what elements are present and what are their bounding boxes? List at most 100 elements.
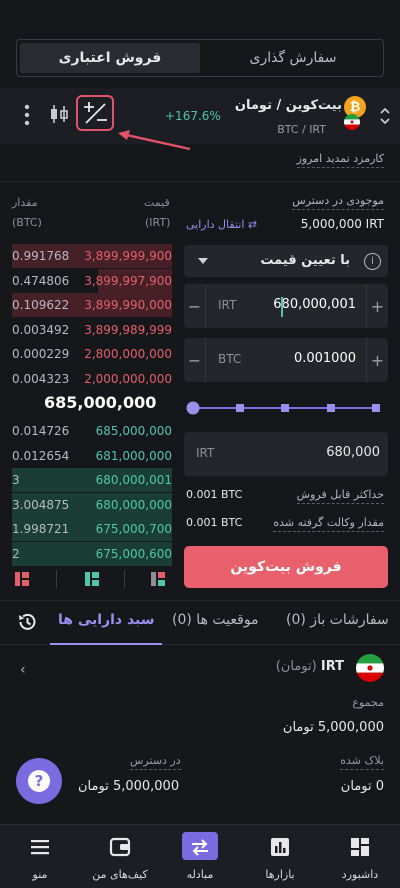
chevron-left-icon[interactable]: ‹ [20, 662, 26, 678]
market-name[interactable]: بیت‌کوین / تومان [234, 98, 342, 113]
bottom-tabs [0, 601, 400, 645]
orderbook-price-header: قیمت [144, 196, 170, 209]
transfer-asset-link[interactable]: ⇄ انتقال دارایی [186, 218, 257, 231]
sell-bitcoin-button[interactable]: فروش بیت‌کوین [184, 546, 388, 588]
orderbook-row[interactable]: 2 675,000,600 [12, 541, 172, 566]
orderbook-amount: 0.991768 [12, 249, 70, 263]
orderbook-row[interactable]: 0.000229 2,800,000,000 [12, 342, 172, 366]
nav-label: بازارها [265, 868, 295, 881]
price-stepper[interactable]: − IRT 680,000,001 + [184, 284, 388, 328]
depth-bar [12, 517, 172, 541]
price-increment-button[interactable]: + [366, 284, 388, 328]
asset-name: IRT (تومان) [276, 659, 344, 674]
nav-exchange[interactable]: مبادله [160, 824, 240, 888]
nav-dashboard[interactable]: داشبورد [320, 824, 400, 888]
history-icon[interactable] [16, 611, 38, 633]
orderbook-buy-view-icon[interactable] [84, 571, 100, 587]
available-asset-label: در دسترس [130, 754, 181, 770]
orderbook-amount: 2 [12, 546, 20, 561]
nav-markets[interactable]: بازارها [240, 824, 320, 888]
amount-unit: BTC [218, 352, 242, 366]
help-button[interactable]: ? [16, 758, 62, 804]
orderbook-both-view-icon[interactable] [150, 571, 166, 587]
amount-decrement-button[interactable]: − [184, 338, 206, 382]
dashboard-icon [351, 838, 369, 856]
orderbook-row[interactable]: 0.991768 3,899,999,900 [12, 244, 172, 268]
annotation-arrow [118, 130, 191, 151]
borrowed-amount-value: 0.001 BTC [186, 516, 243, 529]
orderbook-sell-view-icon[interactable] [14, 571, 30, 587]
amount-percent-slider[interactable] [186, 401, 382, 415]
total-field[interactable] [184, 432, 388, 476]
tab-assets[interactable]: سبد دارایی ها [58, 612, 155, 628]
exchange-icon [192, 839, 208, 856]
orderbook-row[interactable]: 3.004875 680,000,000 [12, 492, 172, 517]
orderbook-row[interactable]: 0.012654 681,000,000 [12, 444, 172, 468]
divider [0, 181, 400, 182]
price-input[interactable]: 680,000,001 [273, 297, 356, 312]
active-nav-highlight [182, 832, 218, 860]
orderbook-price: 675,000,700 [95, 522, 172, 536]
asset-fullname: (تومان) [275, 659, 317, 674]
nav-label: کیف‌های من [92, 868, 148, 881]
iran-flag-icon [356, 654, 384, 682]
help-icon: ? [28, 770, 50, 792]
menu-icon [31, 840, 49, 855]
orderbook-row[interactable]: 0.003492 3,899,989,999 [12, 318, 172, 342]
tab-open-orders[interactable]: سفارشات باز (0) [286, 612, 389, 628]
tab-place-order[interactable]: سفارش گذاری [249, 50, 337, 66]
orderbook-price-unit: (IRT) [145, 216, 171, 229]
max-sell-value: 0.001 BTC [186, 488, 243, 501]
orderbook-price: 685,000,000 [95, 424, 172, 438]
nav-wallets[interactable]: کیف‌های من [80, 824, 160, 888]
plus-minus-button[interactable] [76, 95, 114, 131]
orderbook-amount-header: مقدار [12, 196, 38, 209]
orderbook-row[interactable]: 0.109622 3,899,990,000 [12, 293, 172, 317]
orderbook-row[interactable]: 3 680,000,001 [12, 468, 172, 492]
total-unit: IRT [196, 446, 215, 460]
iran-flag-icon [344, 114, 360, 130]
amount-increment-button[interactable]: + [366, 338, 388, 382]
nav-menu[interactable]: منو [0, 824, 80, 888]
price-decrement-button[interactable]: − [184, 284, 206, 328]
blocked-balance-value: 0 تومان [340, 779, 384, 794]
orderbook-price: 681,000,000 [95, 448, 172, 463]
tab-margin-sell[interactable]: فروش اعتباری [20, 43, 200, 73]
chevron-updown-icon[interactable] [378, 104, 392, 128]
price-unit: IRT [218, 298, 237, 312]
available-balance-label: موجودی در دسترس [292, 194, 384, 210]
orderbook-amount-unit: (BTC) [12, 216, 42, 229]
orderbook-row[interactable]: 0.474806 3,899,997,900 [12, 268, 172, 293]
market-pair: BTC / IRT [277, 123, 326, 136]
amount-stepper[interactable]: − BTC 0.001000 + [184, 338, 388, 382]
orderbook-row[interactable]: 1.998721 675,000,700 [12, 517, 172, 541]
orderbook-row[interactable]: 0.014726 685,000,000 [12, 419, 172, 443]
candlestick-chart-icon[interactable] [48, 103, 70, 125]
total-balance-label: مجموع [352, 696, 384, 709]
nav-label: منو [32, 868, 48, 881]
orderbook-price: 3,899,989,999 [84, 322, 172, 337]
active-tab-indicator [50, 643, 162, 645]
divider [56, 570, 57, 588]
plus-minus-icon [84, 102, 107, 124]
orderbook-price: 2,800,000,000 [84, 347, 172, 361]
orderbook-amount: 0.003492 [12, 322, 70, 337]
mode-switch: فروش اعتباری سفارش گذاری [16, 39, 384, 77]
orderbook-row[interactable]: 0.004323 2,000,000,000 [12, 367, 172, 391]
borrowed-amount-label: مقدار وکالت گرفته شده [273, 516, 384, 532]
tab-positions[interactable]: موقعیت ها (0) [172, 612, 259, 628]
orderbook-amount: 0.474806 [12, 273, 70, 288]
info-icon[interactable]: i [364, 253, 381, 270]
total-value[interactable]: 680,000 [326, 445, 380, 460]
orderbook-price: 3,899,999,900 [84, 249, 172, 263]
depth-bar [12, 468, 172, 492]
amount-input[interactable]: 0.001000 [293, 351, 356, 366]
bitcoin-icon: ₿ [344, 96, 366, 118]
nav-label: داشبورد [341, 868, 379, 881]
asset-code: IRT [320, 659, 344, 674]
orderbook-amount: 0.004323 [12, 371, 70, 386]
more-vertical-icon[interactable] [22, 104, 32, 126]
renewal-fee-link[interactable]: کارمزد تمدید امروز [296, 152, 384, 168]
orderbook-price: 2,000,000,000 [84, 371, 172, 386]
order-type-select[interactable] [184, 245, 388, 277]
